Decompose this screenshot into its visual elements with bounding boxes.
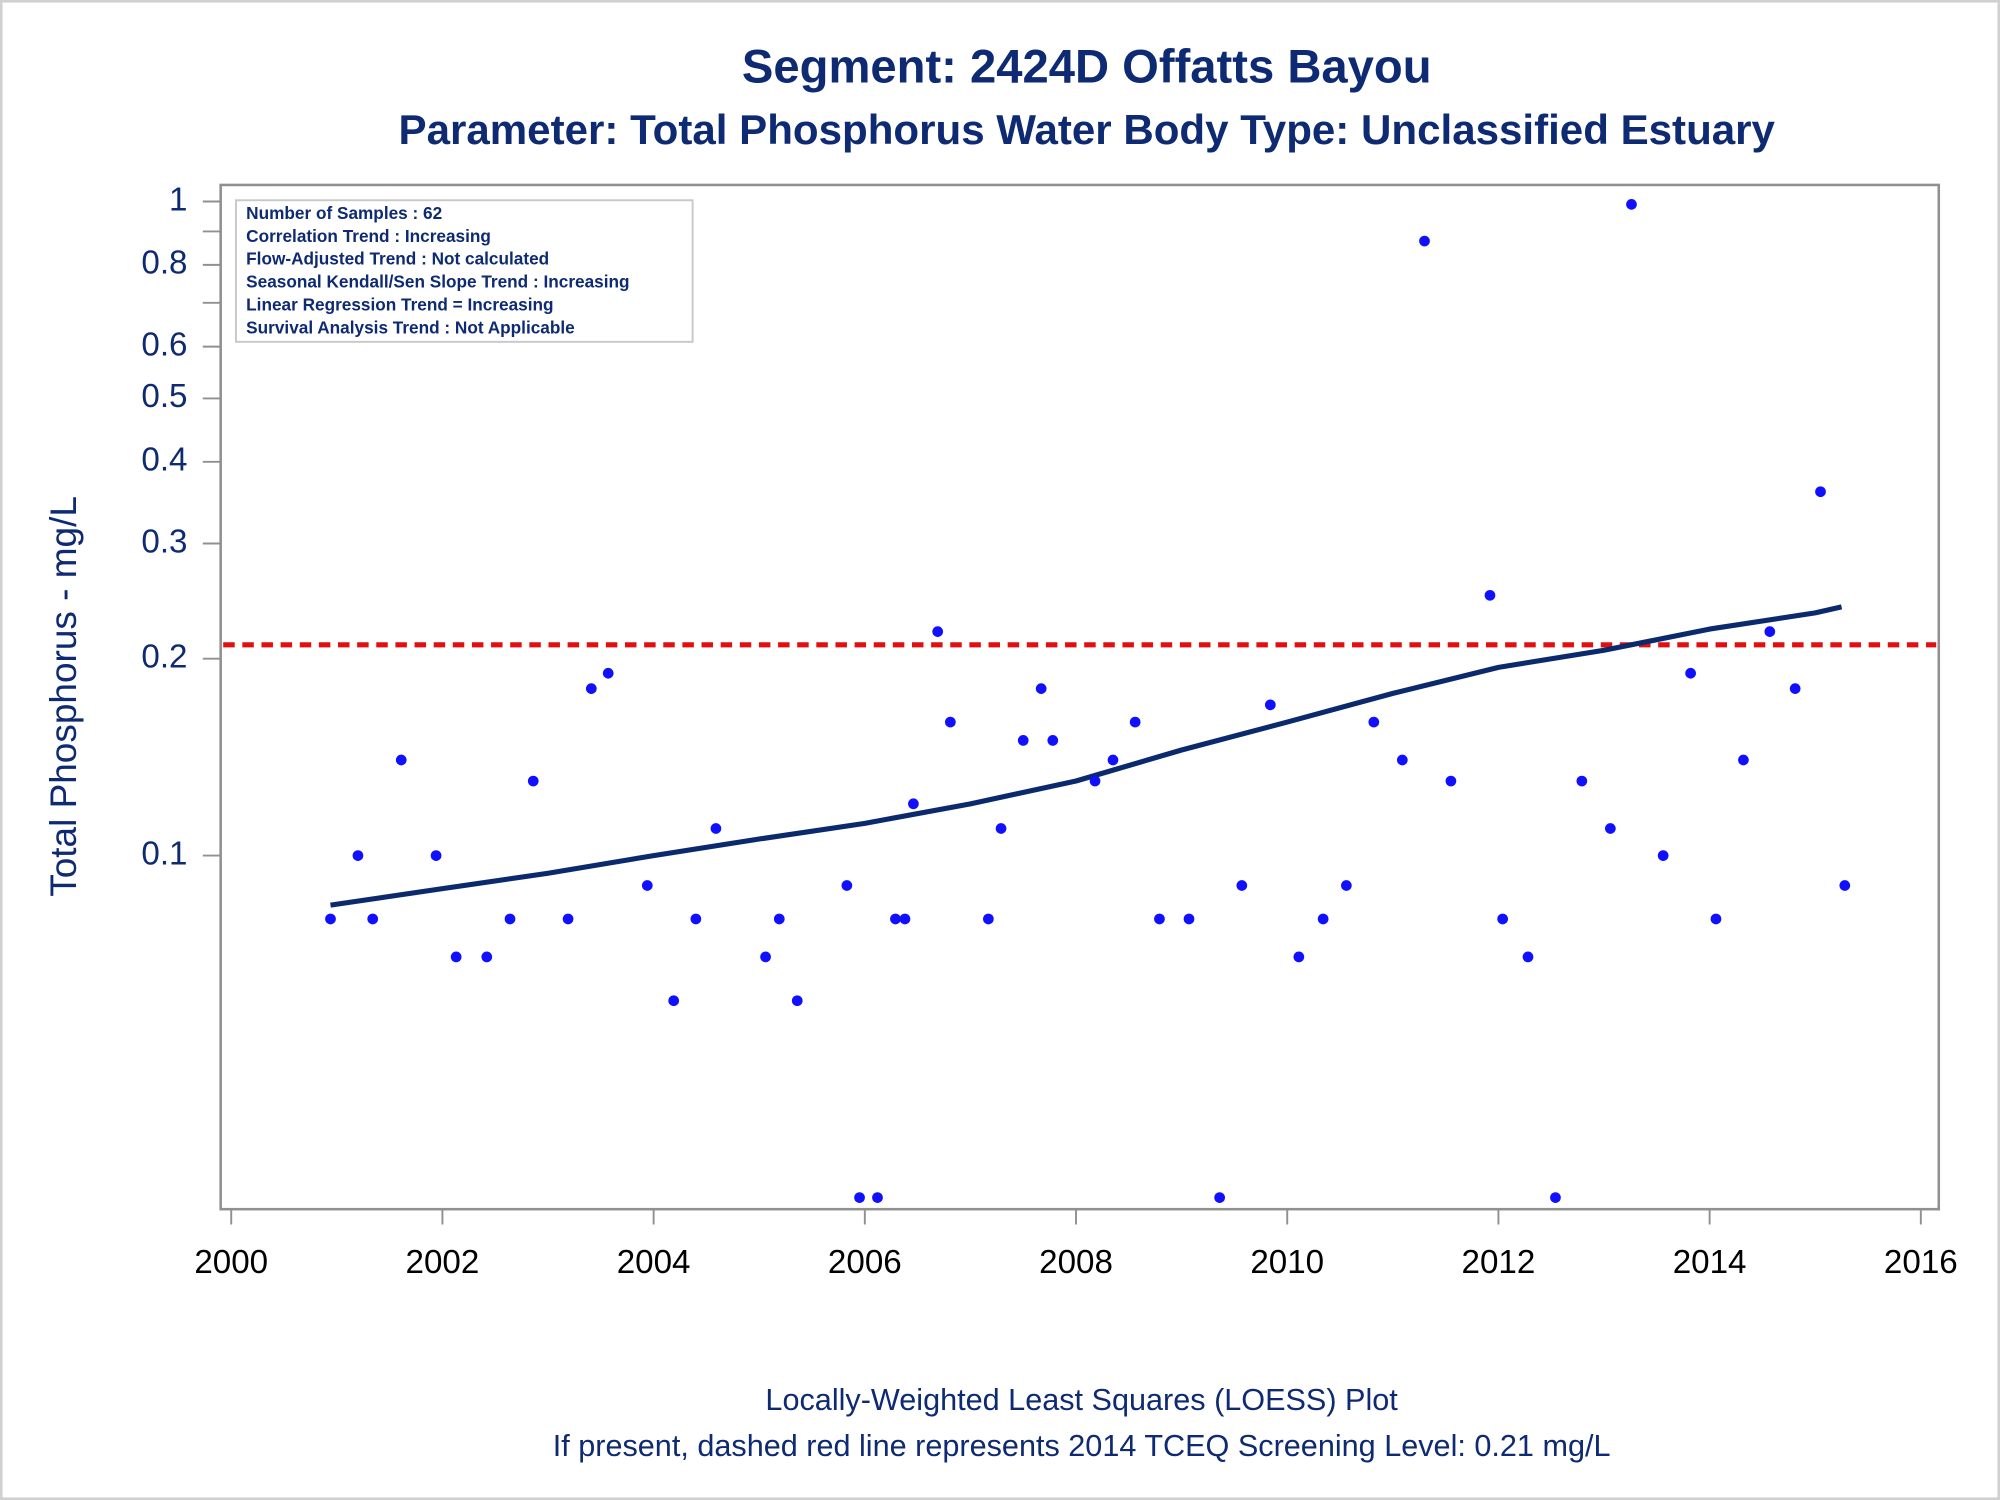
data-point — [1657, 850, 1669, 861]
info-line: Correlation Trend : Increasing — [246, 226, 491, 246]
data-point — [1017, 735, 1029, 746]
data-point — [641, 880, 653, 891]
data-point — [602, 667, 614, 679]
data-point — [1789, 683, 1801, 694]
y-axis-label: Total Phosphorus - mg/L — [43, 496, 84, 897]
data-point — [890, 913, 901, 925]
chart-subtitle: Parameter: Total Phosphorus Water Body T… — [399, 106, 1776, 153]
info-line: Seasonal Kendall/Sen Slope Trend : Incre… — [246, 272, 629, 292]
data-point — [1484, 589, 1496, 601]
x-tick-label: 2010 — [1250, 1244, 1324, 1281]
info-box — [235, 199, 694, 343]
x-tick-label: 2014 — [1673, 1244, 1747, 1281]
data-point — [668, 995, 680, 1007]
data-point — [527, 775, 539, 787]
data-point — [908, 798, 919, 810]
x-tick-label: 2008 — [1039, 1244, 1113, 1281]
data-point — [1815, 486, 1826, 498]
footnote: If present, dashed red line represents 2… — [553, 1429, 1611, 1463]
info-line: Survival Analysis Trend : Not Applicable — [246, 318, 575, 338]
y-tick-label: 0.1 — [141, 835, 187, 872]
data-point — [562, 913, 574, 925]
data-point — [1264, 699, 1276, 711]
y-tick-label: 0.5 — [141, 378, 187, 415]
data-point — [760, 951, 771, 963]
y-tick-label: 0.4 — [141, 442, 187, 479]
data-point — [710, 823, 722, 834]
data-point — [1445, 775, 1457, 787]
data-point — [1576, 775, 1588, 787]
data-point — [367, 913, 379, 925]
data-point — [995, 823, 1007, 834]
data-point — [1154, 913, 1165, 925]
data-point — [1183, 913, 1195, 925]
x-tick-label: 2004 — [617, 1244, 691, 1281]
data-point — [1047, 735, 1059, 746]
info-line: Linear Regression Trend = Increasing — [246, 295, 553, 315]
y-tick-label: 0.8 — [141, 245, 187, 282]
x-tick-label: 2006 — [828, 1244, 902, 1281]
data-point — [791, 995, 803, 1007]
x-tick-label: 2000 — [194, 1244, 268, 1281]
data-point — [1317, 913, 1329, 925]
loess-line — [330, 604, 1843, 908]
x-tick-label: 2002 — [406, 1244, 480, 1281]
data-point — [395, 754, 407, 766]
data-point — [1710, 913, 1722, 925]
data-point — [1396, 754, 1408, 766]
data-point — [585, 683, 597, 694]
data-point — [504, 913, 516, 925]
data-point — [945, 716, 956, 728]
data-point — [1605, 823, 1616, 834]
data-point — [1368, 716, 1380, 728]
data-point — [1341, 880, 1352, 891]
data-point — [1497, 913, 1509, 925]
info-line: Number of Samples : 62 — [246, 203, 442, 223]
y-tick-label: 0.6 — [141, 326, 187, 363]
info-line: Flow-Adjusted Trend : Not calculated — [246, 249, 549, 269]
data-point — [983, 913, 994, 925]
data-point — [1035, 683, 1047, 694]
data-point — [841, 880, 853, 891]
data-point — [1626, 198, 1637, 210]
y-tick-label: 0.2 — [141, 638, 187, 675]
data-point — [1685, 667, 1696, 679]
data-point — [352, 850, 364, 861]
y-tick-label: 0.3 — [141, 523, 187, 560]
plot-frame — [219, 183, 1941, 1211]
data-point — [1293, 951, 1305, 963]
data-point — [854, 1192, 865, 1203]
data-point — [1522, 951, 1534, 963]
y-tick-label: 1 — [169, 181, 187, 218]
x-tick-label: 2012 — [1462, 1244, 1536, 1281]
data-point — [1550, 1192, 1561, 1203]
chart-title: Segment: 2424D Offatts Bayou — [742, 41, 1432, 94]
x-tick-label: 2016 — [1884, 1244, 1958, 1281]
data-point — [1214, 1192, 1225, 1203]
data-point — [773, 913, 785, 925]
data-point — [481, 951, 493, 963]
data-point — [450, 951, 462, 963]
data-point — [1089, 775, 1101, 787]
data-point — [1107, 754, 1119, 766]
data-point — [1764, 626, 1776, 637]
data-point — [1839, 880, 1851, 891]
data-point — [430, 850, 442, 861]
data-point — [690, 913, 702, 925]
data-point — [325, 913, 336, 925]
data-point — [872, 1192, 883, 1203]
data-point — [1738, 754, 1749, 766]
footnote: Locally-Weighted Least Squares (LOESS) P… — [765, 1383, 1398, 1417]
data-point — [1236, 880, 1248, 891]
data-point — [932, 626, 944, 637]
data-point — [1419, 235, 1430, 247]
data-point — [899, 913, 911, 925]
data-point — [1129, 716, 1141, 728]
